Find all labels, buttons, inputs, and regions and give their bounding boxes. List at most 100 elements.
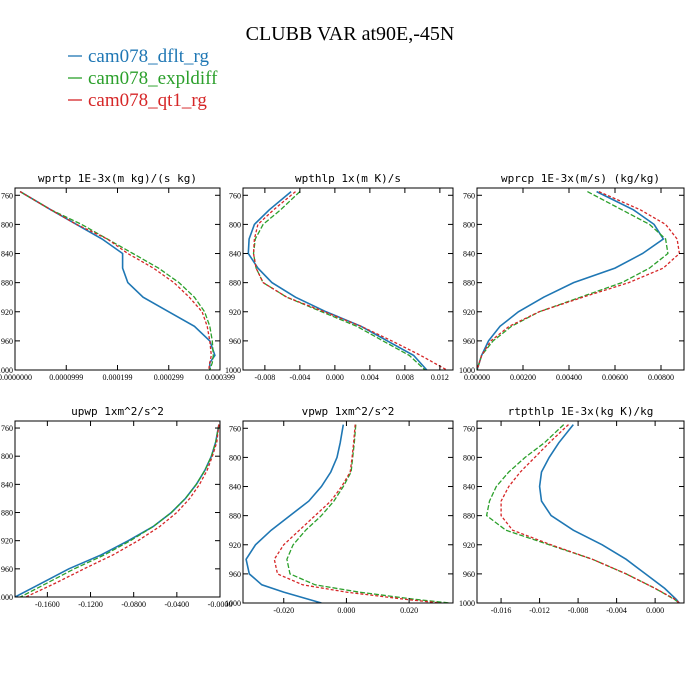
legend-entry: cam078_expldiff [68,68,218,89]
series-line [500,424,680,603]
plot-frame [476,420,685,604]
panel: rtpthlp 1E-3x(kg K)/kg 760 800 840 880 920 960… [459,405,685,615]
x-tick-label: -0.004 [606,606,627,615]
x-tick-label: 0.00000 [464,373,490,382]
panel-title: wprcp 1E-3x(m/s) (kg/kg) [501,172,660,185]
plot-frame [476,187,685,371]
plot-frame [242,187,454,371]
y-tick-label: 840 [463,250,475,259]
series-group [245,424,450,603]
x-tick-label: -0.016 [491,606,512,615]
y-tick-label: 840 [229,483,241,492]
y-tick-label: 760 [229,424,241,433]
y-tick-label: 920 [1,308,13,317]
y-tick-label: 960 [1,337,13,346]
x-tick-label: -0.008 [255,373,276,382]
x-tick-label: -0.1200 [78,600,103,609]
x-tick-label: 0.008 [396,373,414,382]
y-tick-label: 920 [1,537,13,546]
series-line [245,424,345,603]
x-tick-label: -0.012 [529,606,550,615]
y-tick-label: 800 [1,220,13,229]
y-tick-label: 760 [463,191,475,200]
panels: wprtp 1E-3x(m kg)/(s kg) 760 800 840 880 920 9… [0,172,685,615]
panel-title: upwp 1xm^2/s^2 [71,405,164,418]
series-line [477,191,681,370]
y-tick-label: 1000 [459,366,475,375]
x-tick-label: 0.0000999 [49,373,83,382]
y-tick-label: 920 [229,541,241,550]
x-tick-label: 0.0000000 [0,373,32,382]
series-group [247,190,448,370]
plot-frame [14,420,221,598]
y-tick-label: 800 [229,220,241,229]
y-tick-label: 760 [1,191,13,200]
x-tick-label: 0.000 [337,606,355,615]
y-tick-label: 880 [1,509,13,518]
y-tick-label: 960 [229,570,241,579]
y-tick-label: 960 [463,570,475,579]
series-line [286,424,450,603]
y-tick-label: 800 [463,220,475,229]
series-line [252,191,448,370]
x-tick-label: -0.008 [568,606,589,615]
y-tick-label: 1000 [225,366,241,375]
y-tick-label: 880 [1,279,13,288]
figure-title: CLUBB VAR at90E,-45N [246,23,455,45]
y-tick-label: 840 [1,250,13,259]
y-tick-label: 840 [463,483,475,492]
series-line [19,191,214,370]
y-tick-label: 880 [229,512,241,521]
legend-label: cam078_expldiff [88,68,218,89]
y-tick-label: 800 [463,453,475,462]
x-tick-label: 0.020 [400,606,418,615]
y-tick-label: 960 [1,565,13,574]
y-tick-label: 880 [463,279,475,288]
x-tick-label: 0.000299 [154,373,184,382]
panel-title: rtpthlp 1E-3x(kg K)/kg [508,405,654,418]
y-tick-label: 880 [463,512,475,521]
x-tick-label: -0.0800 [121,600,146,609]
series-line [19,191,212,370]
y-tick-label: 760 [1,424,13,433]
panel-title: vpwp 1xm^2/s^2 [302,405,395,418]
x-tick-label: 0.00800 [648,373,674,382]
series-group [485,424,680,603]
y-tick-label: 840 [229,250,241,259]
y-tick-label: 920 [463,308,475,317]
legend-entry: cam078_dflt_rg [68,46,210,67]
series-line [273,424,441,603]
x-tick-label: -0.004 [290,373,311,382]
x-tick-label: 0.000 [326,373,344,382]
panel: vpwp 1xm^2/s^2 760 800 840 880 920 960 1000 -0.0… [225,405,454,615]
y-tick-label: 800 [229,453,241,462]
panel: wprtp 1E-3x(m kg)/(s kg) 760 800 840 880 920 9… [0,172,235,382]
y-tick-label: 1000 [459,599,475,608]
x-tick-label: 0.000199 [103,373,133,382]
series-group [15,424,220,597]
y-tick-label: 760 [463,424,475,433]
series-line [25,424,220,597]
series-line [20,424,220,597]
legend-entry: cam078_qt1_rg [68,90,207,111]
series-line [538,424,680,603]
x-tick-label: 0.000399 [205,373,235,382]
series-line [485,424,680,603]
series-line [247,190,428,370]
series-line [252,191,426,370]
y-tick-label: 960 [229,337,241,346]
y-tick-label: 840 [1,480,13,489]
series-group [19,190,216,370]
panel: upwp 1xm^2/s^2 760 800 840 880 920 960 1000 -0.1… [0,405,232,609]
y-tick-label: 920 [463,541,475,550]
x-tick-label: 0.00600 [602,373,628,382]
series-group [477,190,681,370]
y-tick-label: 920 [229,308,241,317]
plot-frame [242,420,454,604]
legend: cam078_dflt_rgcam078_expldiffcam078_qt1_… [68,46,218,111]
y-tick-label: 800 [1,452,13,461]
panel-title: wprtp 1E-3x(m kg)/(s kg) [38,172,197,185]
x-tick-label: 0.00400 [556,373,582,382]
